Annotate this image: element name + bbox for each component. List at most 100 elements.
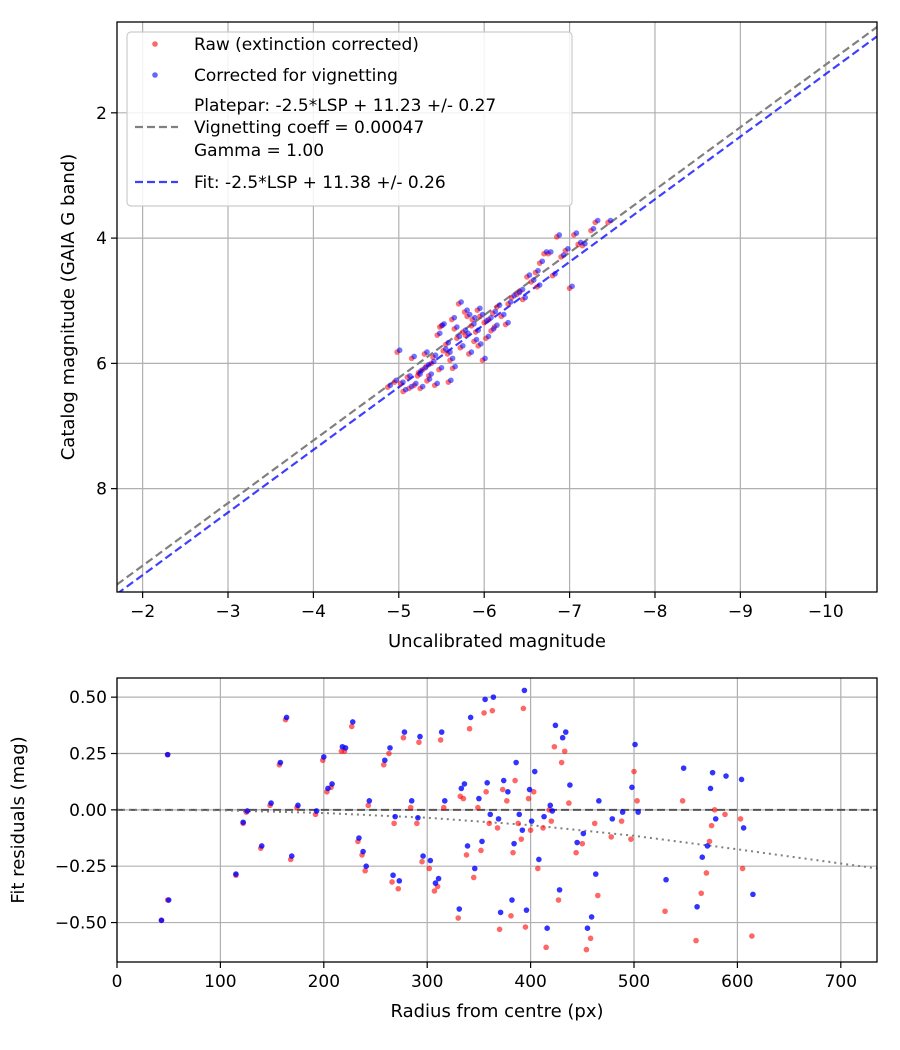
vignetting-point — [521, 687, 528, 694]
vignetting-point — [530, 277, 537, 283]
vignetting-point — [452, 363, 458, 370]
vignetting-point — [466, 311, 473, 318]
x-axis-label: Radius from centre (px) — [390, 1001, 603, 1022]
vignetting-point — [526, 786, 533, 793]
legend-label: Fit: -2.5*LSP + 11.38 +/- 0.26 — [194, 173, 446, 193]
raw-point — [391, 820, 397, 827]
vignetting-point — [526, 272, 533, 278]
y-tick-label: −0.25 — [55, 857, 107, 877]
y-axis-label: Catalog magnitude (GAIA G band) — [58, 154, 79, 461]
vignetting-point — [442, 346, 449, 352]
vignetting-point — [629, 784, 635, 791]
vignetting-point — [407, 373, 413, 379]
legend-label: Corrected for vignetting — [194, 66, 398, 86]
raw-point — [693, 937, 699, 944]
x-tick-label: −8 — [642, 602, 667, 622]
raw-point — [510, 849, 516, 856]
vignetting-point — [505, 789, 511, 795]
vignetting-point — [428, 371, 435, 377]
raw-point — [587, 935, 594, 942]
vignetting-point — [740, 825, 747, 831]
vignetting-point — [500, 777, 507, 784]
y-tick-label: 4 — [96, 229, 107, 249]
vignetting-point — [709, 769, 716, 776]
vignetting-point — [501, 311, 507, 318]
vignetting-point — [511, 292, 517, 299]
vignetting-point — [451, 314, 458, 321]
vignetting-point — [396, 347, 403, 354]
vignetting-point — [313, 808, 320, 814]
vignetting-point — [559, 734, 566, 741]
vignetting-point — [477, 305, 483, 312]
raw-point — [416, 739, 422, 746]
x-tick-label: −2 — [130, 602, 155, 622]
x-tick-label: 600 — [721, 972, 753, 992]
vignetting-point — [482, 696, 488, 703]
raw-point — [558, 759, 565, 766]
raw-point — [618, 818, 625, 824]
raw-point — [483, 789, 489, 795]
vignetting-point — [240, 819, 246, 826]
x-tick-label: 300 — [411, 972, 443, 992]
vignetting-point — [483, 317, 490, 324]
raw-point — [499, 786, 506, 793]
raw-point — [551, 743, 558, 750]
raw-point — [548, 818, 555, 824]
vignetting-point — [596, 798, 602, 804]
vignetting-point — [400, 379, 406, 385]
vignetting-point — [522, 294, 528, 301]
vignetting-point — [536, 282, 543, 288]
vignetting-point — [519, 286, 526, 293]
vignetting-point — [635, 809, 641, 815]
x-tick-label: 200 — [308, 972, 340, 992]
raw-point — [362, 867, 368, 874]
vignetting-point — [497, 909, 504, 916]
vignetting-point — [432, 352, 439, 359]
raw-point — [463, 852, 470, 858]
vignetting-point — [387, 745, 393, 751]
raw-point — [631, 768, 637, 775]
vignetting-point — [723, 773, 729, 779]
legend-label: Platepar: -2.5*LSP + 11.23 +/- 0.27 — [194, 96, 496, 116]
vignetting-point — [417, 733, 423, 740]
raw-point — [481, 710, 487, 716]
x-tick-label: 100 — [204, 972, 236, 992]
vignetting-point — [445, 339, 452, 346]
vignetting-point — [556, 232, 563, 238]
legend-label: Raw (extinction corrected) — [194, 35, 419, 55]
vignetting-point — [295, 802, 301, 809]
raw-point — [530, 789, 537, 795]
bottom-plot-area — [117, 687, 877, 953]
raw-point — [583, 946, 590, 953]
vignetting-point — [609, 816, 616, 822]
raw-point — [486, 820, 493, 827]
vignetting-series — [158, 687, 756, 931]
vignetting-point — [582, 240, 588, 247]
vignetting-point — [465, 330, 471, 337]
vignetting-point — [487, 811, 494, 818]
raw-point — [706, 838, 713, 845]
raw-point — [679, 798, 686, 804]
raw-point — [496, 926, 503, 933]
legend: Raw (extinction corrected) Corrected for … — [126, 31, 573, 207]
raw-point — [711, 807, 718, 813]
vignetting-point — [539, 258, 546, 265]
vignetting-point — [479, 838, 485, 845]
vignetting-point — [435, 875, 442, 882]
raw-point — [579, 840, 586, 847]
raw-point — [494, 825, 501, 831]
vignetting-point — [418, 368, 424, 374]
vignetting-point — [456, 906, 463, 912]
raw-point — [698, 890, 705, 897]
x-tick-label: 0 — [112, 972, 123, 992]
vignetting-point — [495, 816, 502, 822]
raw-point — [437, 737, 444, 743]
y-tick-label: 2 — [96, 104, 107, 124]
x-tick-label: 500 — [618, 972, 650, 992]
raw-point — [478, 847, 484, 854]
vignetting-point — [464, 307, 470, 313]
x-axis-label: Uncalibrated magnitude — [388, 631, 606, 652]
vignetting-point — [588, 914, 595, 920]
vignetting-point — [492, 308, 499, 315]
vignetting-point — [543, 249, 550, 255]
